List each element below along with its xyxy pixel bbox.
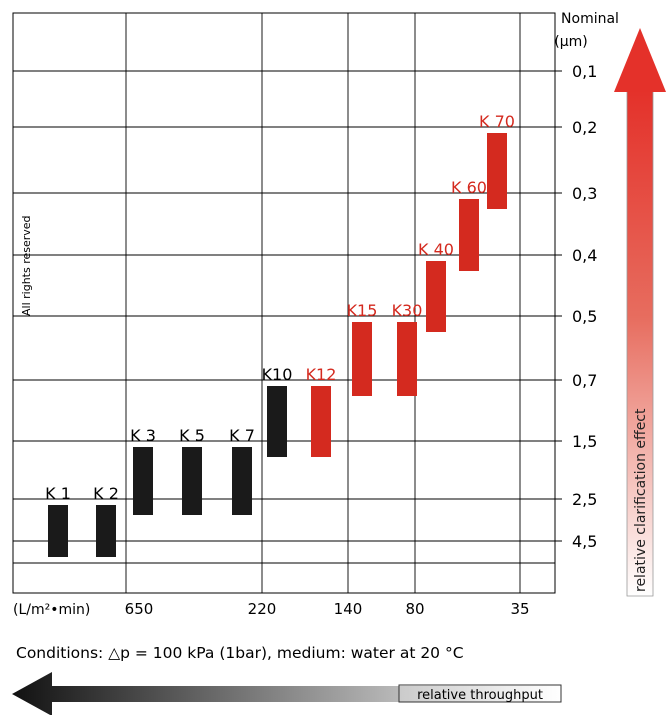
grade-label: K 2 xyxy=(93,484,119,503)
grade-bar xyxy=(397,322,417,396)
grade-bar xyxy=(459,199,479,271)
bars xyxy=(48,133,507,557)
y-tick-label: 0,7 xyxy=(572,371,597,390)
x-tick-label: 140 xyxy=(334,600,363,618)
grade-label: K 70 xyxy=(479,112,515,131)
grade-bar xyxy=(182,447,202,515)
grade-label: K10 xyxy=(262,365,293,384)
grade-label: K 60 xyxy=(451,178,487,197)
y-tick-label: 0,1 xyxy=(572,62,597,81)
grade-bar xyxy=(48,505,68,557)
y-axis-title-line1: Nominal xyxy=(561,11,619,27)
grade-bar xyxy=(96,505,116,557)
grade-label: K 3 xyxy=(130,426,156,445)
y-tick-label: 0,2 xyxy=(572,118,597,137)
grade-label: K12 xyxy=(306,365,337,384)
y-tick-label: 0,5 xyxy=(572,307,597,326)
grade-bar xyxy=(133,447,153,515)
grade-bar xyxy=(487,133,507,209)
throughput-arrow-label: relative throughput xyxy=(417,688,543,703)
throughput-arrow-shape xyxy=(12,672,560,715)
throughput-arrow: relative throughput xyxy=(12,672,562,715)
grade-label: K15 xyxy=(347,301,378,320)
grade-bar xyxy=(232,447,252,515)
grade-label: K 1 xyxy=(45,484,71,503)
y-tick-label: 1,5 xyxy=(572,432,597,451)
y-axis-title-line2: (µm) xyxy=(554,34,587,50)
x-tick-label: 80 xyxy=(405,600,424,618)
y-tick-label: 0,3 xyxy=(572,184,597,203)
grade-label: K 7 xyxy=(229,426,255,445)
bar-labels: K 1 K 2 K 3 K 5 K 7 K10 K12 K15 K30 K 40 K 60 K 70 xyxy=(45,112,515,503)
grade-bar xyxy=(426,261,446,332)
grade-label: K 40 xyxy=(418,240,454,259)
grid xyxy=(13,13,562,593)
y-tick-label: 4,5 xyxy=(572,532,597,551)
x-tick-labels: 650 220 140 80 35 xyxy=(125,600,530,618)
x-tick-label: 220 xyxy=(248,600,277,618)
grade-bar xyxy=(311,386,331,457)
x-axis-unit: (L/m²•min) xyxy=(13,602,90,618)
clarification-arrow: relative clarification effect xyxy=(614,28,666,597)
grade-bar xyxy=(267,386,287,457)
plot-frame xyxy=(12,12,556,594)
y-tick-label: 0,4 xyxy=(572,246,597,265)
clarification-arrow-head xyxy=(614,28,666,92)
clarification-arrow-label: relative clarification effect xyxy=(633,408,649,592)
x-tick-label: 35 xyxy=(510,600,529,618)
grade-bar xyxy=(352,322,372,396)
conditions-text: Conditions: △p = 100 kPa (1bar), medium:… xyxy=(16,644,464,662)
grade-label: K30 xyxy=(392,301,423,320)
y-tick-labels: 0,1 0,2 0,3 0,4 0,5 0,7 1,5 2,5 4,5 xyxy=(572,62,597,551)
throughput-label-box xyxy=(398,684,562,703)
grade-label: K 5 xyxy=(179,426,205,445)
x-tick-label: 650 xyxy=(125,600,154,618)
y-tick-label: 2,5 xyxy=(572,490,597,509)
watermark-text: All rights reserved xyxy=(20,215,33,316)
